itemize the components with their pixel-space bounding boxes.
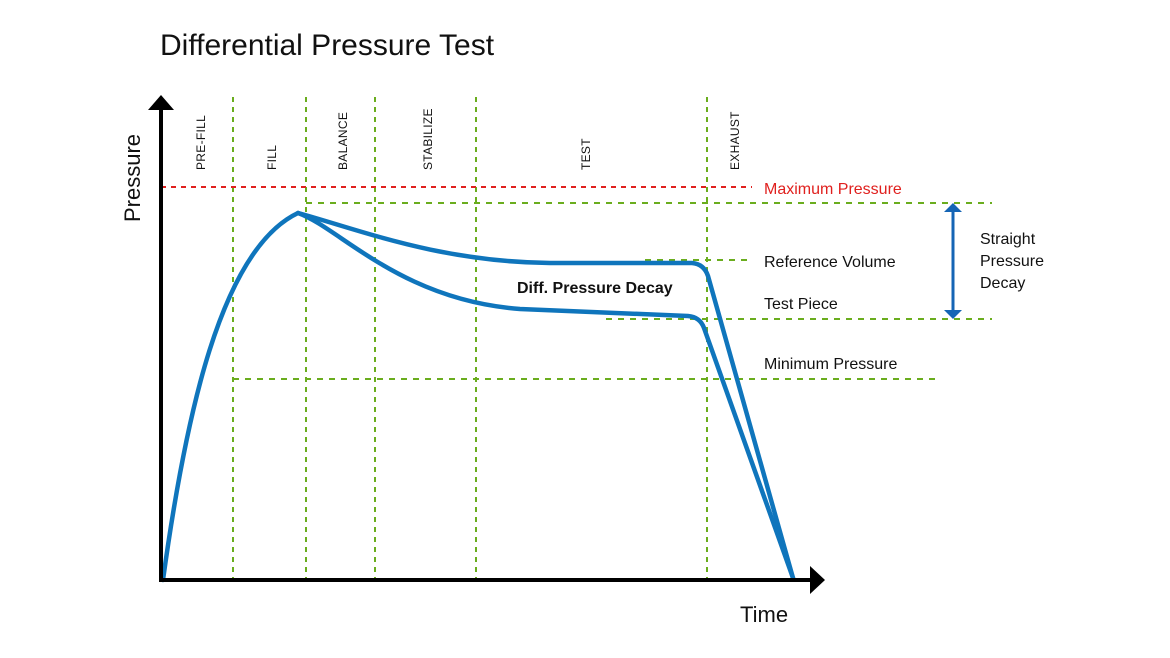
phase-dividers bbox=[232, 97, 708, 580]
phase-label-fill: FILL bbox=[265, 145, 279, 170]
phase-label-stabilize: STABILIZE bbox=[421, 108, 435, 170]
x-axis-label: Time bbox=[740, 602, 788, 627]
maximum-pressure-label: Maximum Pressure bbox=[764, 181, 902, 198]
test-piece-label: Test Piece bbox=[764, 296, 838, 313]
axes bbox=[148, 95, 825, 594]
x-axis-arrow-icon bbox=[810, 566, 825, 594]
straight-decay-label-1: Straight bbox=[980, 231, 1036, 248]
reference-volume-label: Reference Volume bbox=[764, 254, 896, 271]
y-axis-label: Pressure bbox=[120, 134, 145, 222]
reference-volume-curve bbox=[295, 210, 796, 581]
diff-pressure-decay-label: Diff. Pressure Decay bbox=[517, 280, 673, 297]
fill-curve bbox=[160, 210, 301, 583]
straight-decay-label-3: Decay bbox=[980, 275, 1025, 292]
phase-label-balance: BALANCE bbox=[336, 112, 350, 170]
phase-label-exhaust: EXHAUST bbox=[728, 111, 742, 170]
diagram-title: Differential Pressure Test bbox=[160, 29, 495, 62]
phase-label-pre-fill: PRE-FILL bbox=[194, 115, 208, 170]
straight-decay-arrow bbox=[944, 203, 962, 319]
test-piece-curve bbox=[295, 210, 796, 581]
phase-label-test: TEST bbox=[579, 138, 593, 170]
y-axis-arrow-icon bbox=[148, 95, 174, 110]
straight-decay-label-2: Pressure bbox=[980, 253, 1044, 270]
minimum-pressure-label: Minimum Pressure bbox=[764, 356, 897, 373]
